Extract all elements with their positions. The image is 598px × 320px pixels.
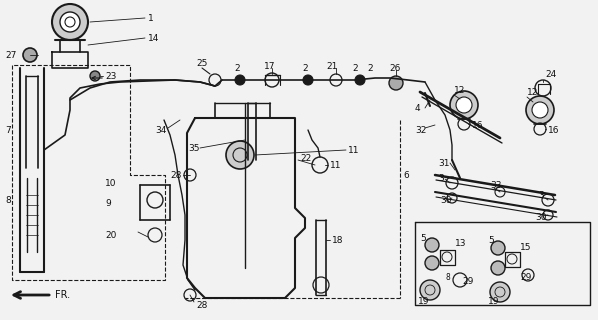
- Text: 35: 35: [188, 143, 200, 153]
- Text: 2: 2: [367, 63, 373, 73]
- Circle shape: [23, 48, 37, 62]
- Text: 14: 14: [148, 34, 160, 43]
- Text: 6: 6: [403, 171, 409, 180]
- Circle shape: [526, 96, 554, 124]
- Circle shape: [420, 280, 440, 300]
- Text: 27: 27: [5, 51, 16, 60]
- Text: 5: 5: [488, 236, 494, 244]
- Text: 28: 28: [196, 300, 208, 309]
- Circle shape: [490, 282, 510, 302]
- Text: 21: 21: [327, 61, 338, 70]
- Text: 16: 16: [472, 121, 484, 130]
- Circle shape: [491, 241, 505, 255]
- Text: 8: 8: [5, 196, 11, 204]
- Text: 30: 30: [535, 212, 547, 221]
- Circle shape: [235, 75, 245, 85]
- Text: 11: 11: [348, 146, 359, 155]
- Text: 30: 30: [440, 196, 451, 204]
- Text: 11: 11: [330, 161, 341, 170]
- Text: 3: 3: [438, 173, 444, 182]
- Text: 18: 18: [332, 236, 343, 244]
- Circle shape: [226, 141, 254, 169]
- Text: 19: 19: [418, 298, 429, 307]
- Text: 8: 8: [446, 274, 451, 283]
- Circle shape: [491, 261, 505, 275]
- Text: 2: 2: [234, 63, 240, 73]
- Text: 31: 31: [438, 158, 450, 167]
- Text: 16: 16: [548, 125, 560, 134]
- Circle shape: [425, 238, 439, 252]
- Circle shape: [52, 4, 88, 40]
- Circle shape: [532, 102, 548, 118]
- Text: FR.: FR.: [55, 290, 70, 300]
- Circle shape: [389, 76, 403, 90]
- Text: 29: 29: [462, 277, 474, 286]
- Text: 13: 13: [455, 238, 466, 247]
- Text: 28: 28: [170, 171, 181, 180]
- Text: 12: 12: [454, 85, 465, 94]
- Text: 32: 32: [415, 125, 426, 134]
- Circle shape: [355, 75, 365, 85]
- Text: 25: 25: [196, 59, 208, 68]
- Text: 22: 22: [300, 154, 311, 163]
- Text: 19: 19: [488, 298, 499, 307]
- Text: 29: 29: [520, 274, 532, 283]
- Text: 1: 1: [148, 13, 154, 22]
- Text: 4: 4: [415, 103, 420, 113]
- Circle shape: [303, 75, 313, 85]
- Circle shape: [90, 71, 100, 81]
- Text: 9: 9: [105, 198, 111, 207]
- Circle shape: [60, 12, 80, 32]
- Circle shape: [450, 91, 478, 119]
- Text: 34: 34: [155, 125, 166, 134]
- Text: 20: 20: [105, 230, 117, 239]
- Text: 2: 2: [302, 63, 308, 73]
- Circle shape: [456, 97, 472, 113]
- Text: 33: 33: [490, 180, 502, 189]
- Text: 7: 7: [5, 125, 11, 134]
- Text: 5: 5: [420, 234, 426, 243]
- Text: 3: 3: [538, 190, 544, 199]
- Text: 26: 26: [389, 63, 401, 73]
- Text: 23: 23: [105, 71, 117, 81]
- Circle shape: [425, 256, 439, 270]
- Text: 15: 15: [520, 243, 532, 252]
- Text: 2: 2: [352, 63, 358, 73]
- Text: 10: 10: [105, 179, 117, 188]
- Text: 17: 17: [264, 61, 276, 70]
- Text: 12: 12: [527, 87, 538, 97]
- Text: 24: 24: [545, 69, 556, 78]
